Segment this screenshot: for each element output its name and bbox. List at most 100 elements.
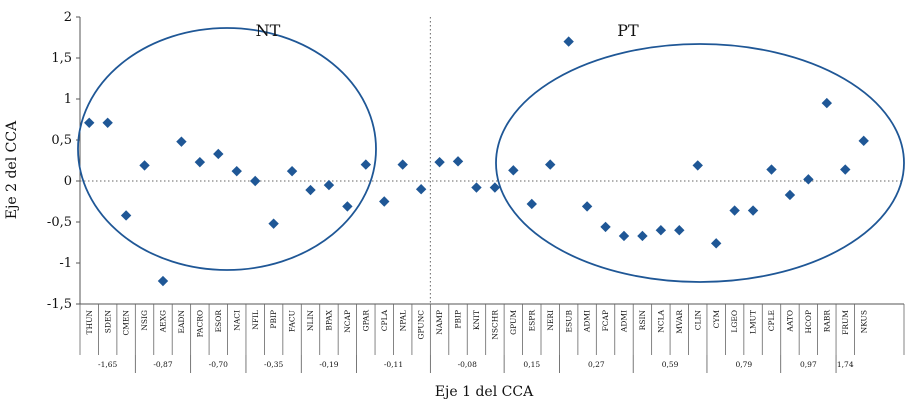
category-label: NLIN xyxy=(306,310,315,332)
category-label: CPLA xyxy=(380,309,389,331)
category-label: CMEN xyxy=(122,310,131,336)
data-point xyxy=(784,189,796,201)
category-label: AATO xyxy=(786,310,795,333)
x-group-value: 0,59 xyxy=(662,360,679,369)
data-point xyxy=(231,165,242,177)
category-label: NCLA xyxy=(656,309,665,332)
x-group-value: 1,74 xyxy=(837,360,854,369)
category-label: NCAP xyxy=(343,310,352,333)
y-tick-label: 2 xyxy=(64,10,72,25)
y-tick-label: 0 xyxy=(64,174,72,189)
category-label: NKUS xyxy=(859,310,868,333)
data-point xyxy=(360,159,372,170)
annotation-nt: NT xyxy=(256,21,281,40)
category-label: CPLE xyxy=(767,310,776,331)
category-label: FCAP xyxy=(601,310,610,331)
data-point xyxy=(379,196,390,207)
category-label: RSIN xyxy=(638,310,647,331)
data-point xyxy=(434,156,445,168)
data-point xyxy=(710,238,722,249)
y-tick-label: -1 xyxy=(59,256,72,271)
data-point xyxy=(268,218,279,229)
data-point xyxy=(323,179,335,191)
x-group-value: -0,11 xyxy=(384,360,403,369)
category-label: ADMI xyxy=(583,310,592,333)
category-label: LGEO xyxy=(730,310,739,333)
y-tick-label: -0,5 xyxy=(47,215,72,230)
category-label: ADMI xyxy=(620,310,629,333)
data-point xyxy=(176,136,187,147)
category-label: KNIT xyxy=(472,310,481,330)
x-group-value: 0,15 xyxy=(523,360,540,369)
data-point xyxy=(489,182,501,193)
data-point xyxy=(249,175,261,187)
data-point xyxy=(803,174,814,185)
data-point xyxy=(397,159,408,170)
category-label: GPUM xyxy=(509,310,518,335)
y-tick-label: 1,5 xyxy=(51,51,72,66)
data-point xyxy=(120,210,132,221)
category-label: MVAR xyxy=(675,310,684,334)
pt-group-ellipse xyxy=(495,43,905,283)
data-point xyxy=(213,148,224,160)
nt-group-ellipse xyxy=(77,27,377,271)
x-group-value: -0,35 xyxy=(264,360,283,369)
axes-layer: 2 1,5 1 0,5 0 -0,5 -1 -1,5 xyxy=(47,10,905,373)
x-group-value: 0,27 xyxy=(588,360,605,369)
data-point xyxy=(342,201,353,212)
x-group-value: -0,70 xyxy=(209,360,228,369)
x-group-value: 0,79 xyxy=(735,360,752,369)
category-label: SDEN xyxy=(103,310,112,334)
data-point xyxy=(84,117,95,128)
category-label: CLIN xyxy=(693,310,702,331)
data-point xyxy=(766,164,777,175)
x-group-value: -0,08 xyxy=(458,360,477,369)
category-label: NERI xyxy=(546,310,555,331)
data-point xyxy=(674,225,685,236)
y-tick-label: -1,5 xyxy=(47,297,72,312)
category-label: NAMP xyxy=(435,310,444,335)
category-label: RABR xyxy=(822,310,831,333)
x-group-value: -1,65 xyxy=(98,360,117,369)
category-label: NACI xyxy=(232,310,241,331)
category-label: GPAR xyxy=(361,310,370,332)
data-point xyxy=(692,160,703,171)
data-point xyxy=(729,205,740,216)
category-label: PBIP xyxy=(454,310,463,329)
data-point xyxy=(415,184,427,195)
data-point xyxy=(452,156,464,167)
data-point xyxy=(305,184,316,196)
labels-layer: NT PT THUN SDEN CMEN NSIG AEXG EADN PACRO ESOR NAC… xyxy=(85,21,868,369)
data-point xyxy=(618,230,630,242)
data-point xyxy=(747,205,759,216)
points-layer xyxy=(84,36,869,287)
category-label: NFIL xyxy=(251,310,260,330)
data-point xyxy=(821,97,833,109)
category-label: GPUNC xyxy=(417,310,426,340)
category-label: PACRO xyxy=(195,310,204,337)
data-point xyxy=(157,275,169,287)
y-tick-label: 0,5 xyxy=(51,133,72,148)
category-label: PBIP xyxy=(269,310,278,329)
ellipse-layer xyxy=(77,27,905,283)
category-label: ESUB xyxy=(564,310,573,333)
x-group-value: 0,97 xyxy=(800,360,817,369)
category-label: THUN xyxy=(85,310,94,335)
annotation-pt: PT xyxy=(617,21,639,40)
category-label: AEXG xyxy=(159,310,168,333)
data-point xyxy=(139,160,150,171)
data-point xyxy=(858,135,869,147)
data-point xyxy=(545,159,556,170)
y-tick-label: 1 xyxy=(64,92,72,107)
category-label: EADN xyxy=(177,310,186,334)
category-label: NPAL xyxy=(398,310,407,331)
data-point xyxy=(655,225,667,236)
category-label: ESPR xyxy=(527,310,536,332)
category-label: BPAX xyxy=(325,309,334,330)
category-label: ESOR xyxy=(214,310,223,333)
category-label: NSCHR xyxy=(491,310,500,340)
data-point xyxy=(840,164,851,175)
data-point xyxy=(563,36,574,47)
category-label: FRUM xyxy=(841,310,850,335)
